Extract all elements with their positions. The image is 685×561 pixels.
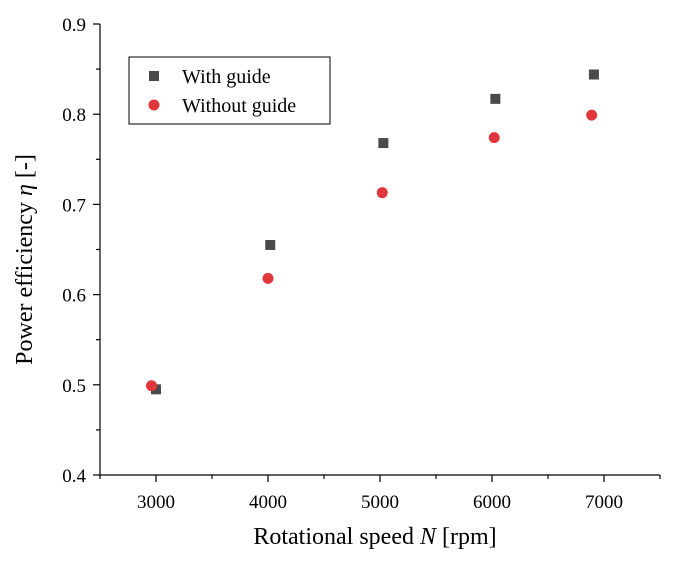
y-axis-ticks: 0.4 0.5 0.6 0.7 0.8 0.9 (62, 15, 100, 487)
point-without-guide (586, 109, 598, 121)
y-tick-label: 0.6 (62, 286, 86, 307)
point-with-guide (378, 138, 389, 149)
point-with-guide (151, 384, 161, 395)
y-axis-title-symbol: η (12, 184, 38, 196)
x-axis-title-symbol: N (419, 524, 438, 550)
legend-label-without-guide: Without guide (182, 95, 296, 117)
point-without-guide (262, 272, 274, 284)
x-tick-label: 3000 (137, 492, 175, 513)
point-with-guide (265, 239, 276, 250)
y-axis-title-unit: [-] (12, 154, 38, 184)
y-axis-title-main: Power efficiency (12, 196, 38, 365)
y-axis-title: Power efficiency η [-] (12, 154, 38, 365)
x-axis-title-unit: [rpm] (436, 524, 497, 550)
legend-box (128, 56, 331, 125)
legend-marker-with-guide (149, 71, 159, 81)
point-with-guide (490, 93, 501, 104)
x-axis-ticks: 3000 4000 5000 6000 7000 (99, 475, 661, 513)
y-tick-label: 0.5 (62, 376, 86, 397)
data-points (146, 69, 599, 395)
y-tick-label: 0.8 (62, 105, 86, 126)
point-without-guide (146, 380, 158, 392)
x-tick-label: 6000 (473, 492, 511, 513)
x-tick-label: 5000 (361, 492, 399, 513)
y-tick-label: 0.9 (62, 15, 86, 36)
x-tick-label: 4000 (249, 492, 287, 513)
y-tick-label: 0.7 (62, 195, 86, 216)
point-without-guide (376, 187, 388, 199)
legend-marker-without-guide (148, 99, 160, 111)
legend: With guide Without guide (128, 56, 331, 125)
x-tick-label: 7000 (585, 492, 623, 513)
legend-label-with-guide: With guide (182, 66, 271, 88)
point-without-guide (488, 132, 500, 144)
x-axis-title: Rotational speed N [rpm] (253, 524, 496, 550)
point-with-guide (588, 69, 599, 80)
y-tick-label: 0.4 (62, 466, 86, 487)
x-axis-title-main: Rotational speed (253, 524, 420, 550)
